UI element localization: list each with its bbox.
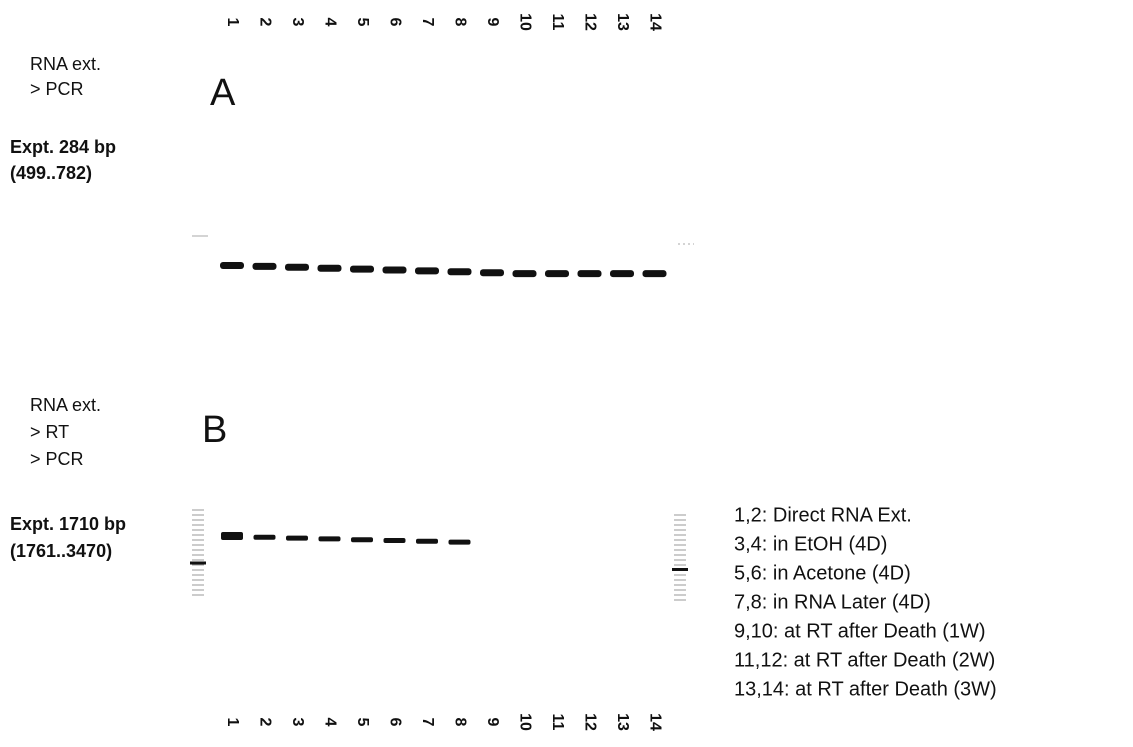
lane-number: 3: [289, 718, 306, 727]
lane-number: 7: [419, 718, 436, 727]
method-label: RNA ext.: [30, 395, 101, 415]
expected-label: Expt. 284 bp: [10, 137, 116, 157]
lane-number: 4: [321, 718, 338, 727]
legend: 1,2: Direct RNA Ext. 3,4: in EtOH (4D) 5,6…: [734, 504, 997, 700]
band: [384, 538, 406, 543]
band: [319, 536, 341, 541]
lane-number: 12: [581, 13, 598, 31]
gel: [190, 236, 694, 600]
legend-entry: 5,6: in Acetone (4D): [734, 562, 911, 584]
band: [350, 266, 374, 273]
band: [610, 270, 634, 277]
lane-number: 8: [451, 18, 468, 27]
lane-number: 1: [224, 718, 241, 727]
lane-number: 1: [224, 18, 241, 27]
lane-number: 6: [386, 18, 403, 27]
lane-number: 10: [516, 713, 533, 731]
lane-number: 7: [419, 18, 436, 27]
lane-number: 14: [646, 713, 663, 731]
lane-number: 13: [614, 713, 631, 731]
lane-number: 12: [581, 713, 598, 731]
lane-number: 4: [321, 18, 338, 27]
lane-number: 2: [256, 718, 273, 727]
ladder-band: [672, 568, 688, 571]
legend-entry: 1,2: Direct RNA Ext.: [734, 504, 912, 526]
method-label: RNA ext.: [30, 54, 101, 74]
lane-number: 5: [354, 18, 371, 27]
lane-number: 9: [484, 18, 501, 27]
band: [220, 262, 244, 269]
lane-number: 5: [354, 718, 371, 727]
expected-label: (499..782): [10, 163, 92, 183]
legend-entry: 7,8: in RNA Later (4D): [734, 591, 931, 613]
ladder-band: [190, 562, 206, 565]
lane-number: 9: [484, 718, 501, 727]
panel-letter: A: [210, 72, 236, 114]
band: [643, 270, 667, 277]
band: [480, 269, 504, 276]
band: [254, 535, 276, 540]
lane-number: 2: [256, 18, 273, 27]
lane-number: 14: [646, 13, 663, 31]
legend-entry: 13,14: at RT after Death (3W): [734, 678, 997, 700]
band: [415, 267, 439, 274]
legend-entry: 9,10: at RT after Death (1W): [734, 620, 986, 642]
method-label: > RT: [30, 422, 69, 442]
band: [221, 532, 243, 540]
expected-label: (1761..3470): [10, 541, 112, 561]
lane-number: 3: [289, 18, 306, 27]
band: [416, 539, 438, 544]
band: [449, 540, 471, 545]
band: [351, 537, 373, 542]
lane-number: 11: [549, 714, 566, 731]
band: [448, 268, 472, 275]
panel-letter: B: [202, 409, 227, 451]
lane-number: 11: [549, 14, 566, 31]
method-label: > PCR: [30, 449, 84, 469]
band: [253, 263, 277, 270]
band: [545, 270, 569, 277]
band: [383, 267, 407, 274]
lane-number: 6: [386, 718, 403, 727]
method-label: > PCR: [30, 79, 84, 99]
legend-entry: 3,4: in EtOH (4D): [734, 533, 887, 555]
legend-entry: 11,12: at RT after Death (2W): [734, 649, 995, 671]
band: [578, 270, 602, 277]
band: [513, 270, 537, 277]
lane-number: 13: [614, 13, 631, 31]
lane-number: 8: [451, 718, 468, 727]
expected-label: Expt. 1710 bp: [10, 514, 126, 534]
band: [286, 536, 308, 541]
band: [285, 264, 309, 271]
band: [318, 265, 342, 272]
gel-figure: RNA ext. > PCR A Expt. 284 bp (499..782)…: [0, 0, 1133, 742]
lane-number: 10: [516, 13, 533, 31]
